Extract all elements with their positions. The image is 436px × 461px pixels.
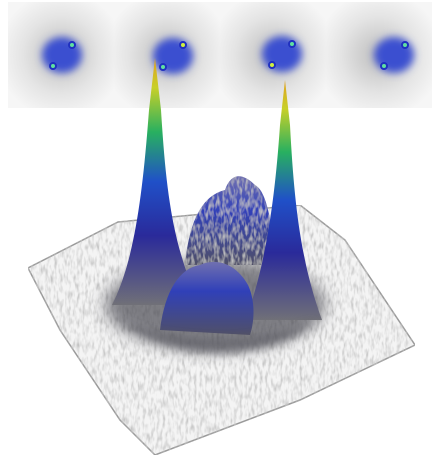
blob — [153, 38, 193, 74]
bright-dot — [50, 63, 56, 69]
bright-dot — [289, 41, 295, 47]
bright-dot — [69, 42, 75, 48]
image-strip — [8, 2, 432, 108]
blob — [262, 36, 302, 72]
body — [0, 0, 436, 461]
bright-dot — [160, 64, 166, 70]
bright-dot — [269, 62, 275, 68]
bright-dot — [180, 42, 186, 48]
bright-dot — [402, 42, 408, 48]
blob — [42, 37, 82, 73]
bright-dot — [381, 63, 387, 69]
surface-figure — [0, 0, 436, 461]
page: {} html, body { margin: 0; padding: 0; b… — [0, 0, 436, 461]
middle-hump — [185, 176, 275, 265]
